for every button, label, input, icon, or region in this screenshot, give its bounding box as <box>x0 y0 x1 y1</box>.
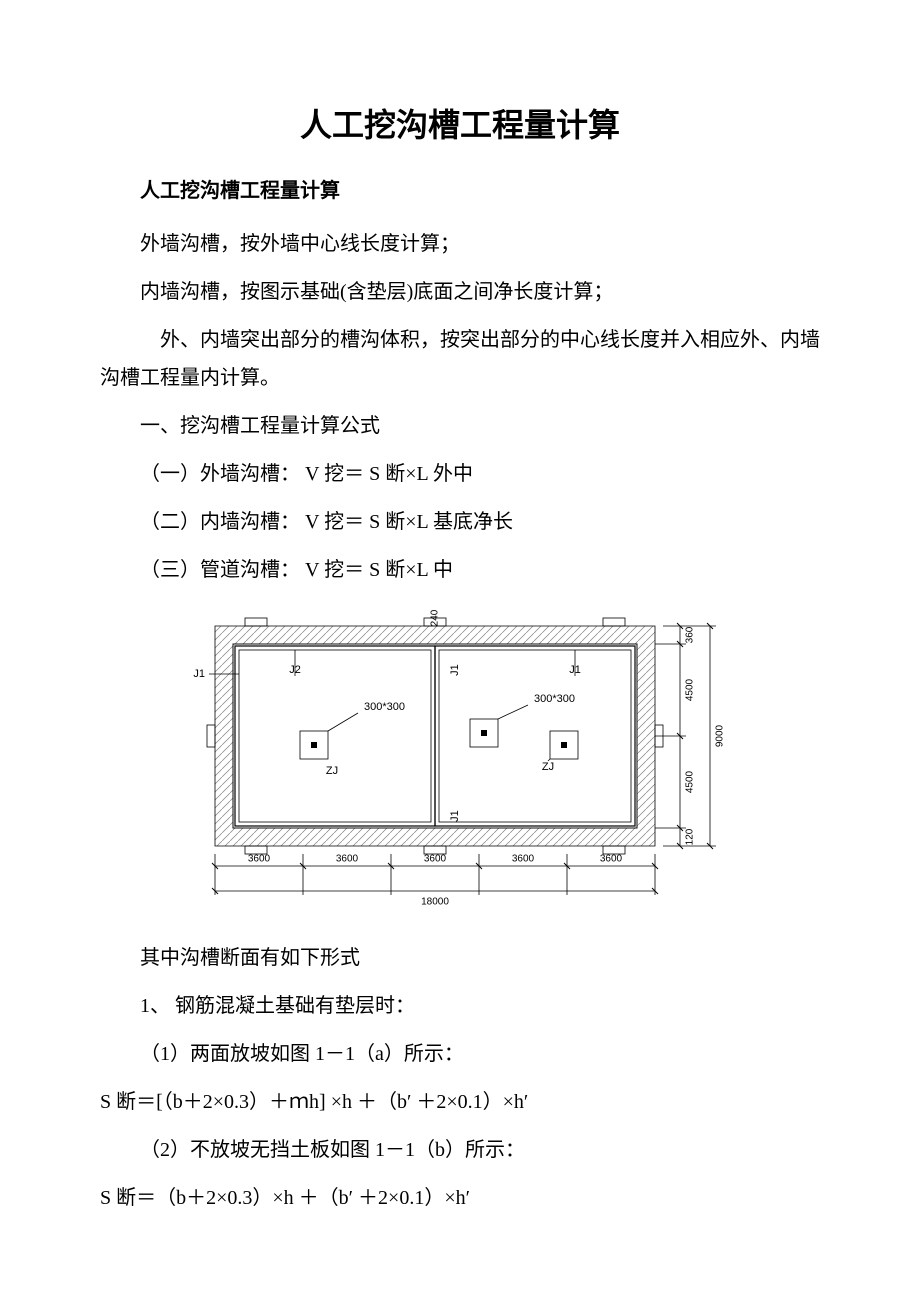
para-12: （2）不放坡无挡土板如图 1－1（b）所示： <box>100 1131 820 1169</box>
svg-text:9000: 9000 <box>715 724 726 747</box>
svg-text:J1: J1 <box>193 668 205 680</box>
svg-text:240: 240 <box>430 609 441 626</box>
svg-text:300*300: 300*300 <box>534 693 575 705</box>
para-5: （一）外墙沟槽： V 挖＝ S 断×L 外中 <box>100 455 820 493</box>
svg-text:J1: J1 <box>449 810 461 822</box>
para-10: （1）两面放坡如图 1－1（a）所示： <box>100 1035 820 1073</box>
plan-diagram: 300*300ZJ300*300ZJJ1J2J1J1J1240360450045… <box>100 601 820 921</box>
svg-text:120: 120 <box>685 828 696 845</box>
svg-text:3600: 3600 <box>248 854 271 865</box>
svg-text:4500: 4500 <box>685 678 696 701</box>
plan-svg: 300*300ZJ300*300ZJJ1J2J1J1J1240360450045… <box>150 601 770 921</box>
para-3: 外、内墙突出部分的槽沟体积，按突出部分的中心线长度并入相应外、内墙沟槽工程量内计… <box>100 321 820 397</box>
svg-text:300*300: 300*300 <box>364 701 405 713</box>
para-2: 内墙沟槽，按图示基础(含垫层)底面之间净长度计算； <box>100 273 820 311</box>
svg-text:3600: 3600 <box>600 854 623 865</box>
para-7: （三）管道沟槽： V 挖＝ S 断×L 中 <box>100 551 820 589</box>
svg-text:ZJ: ZJ <box>542 761 554 773</box>
svg-text:18000: 18000 <box>421 897 449 908</box>
para-4: 一、挖沟槽工程量计算公式 <box>100 407 820 445</box>
svg-text:ZJ: ZJ <box>326 765 338 777</box>
svg-text:3600: 3600 <box>336 854 359 865</box>
para-6: （二）内墙沟槽： V 挖＝ S 断×L 基底净长 <box>100 503 820 541</box>
para-11: S 断＝[（b＋2×0.3）＋ｍh] ×h ＋（b′ ＋2×0.1）×h′ <box>100 1083 820 1121</box>
svg-text:4500: 4500 <box>685 770 696 793</box>
para-1: 外墙沟槽，按外墙中心线长度计算； <box>100 225 820 263</box>
svg-text:J1: J1 <box>449 664 461 676</box>
svg-text:360: 360 <box>685 626 696 643</box>
svg-text:3600: 3600 <box>512 854 535 865</box>
para-8: 其中沟槽断面有如下形式 <box>100 939 820 977</box>
svg-text:3600: 3600 <box>424 854 447 865</box>
subtitle: 人工挖沟槽工程量计算 <box>100 174 820 203</box>
page-title: 人工挖沟槽工程量计算 <box>100 100 820 146</box>
para-13: S 断＝（b＋2×0.3）×h ＋（b′ ＋2×0.1）×h′ <box>100 1179 820 1217</box>
para-9: 1、 钢筋混凝土基础有垫层时： <box>100 987 820 1025</box>
